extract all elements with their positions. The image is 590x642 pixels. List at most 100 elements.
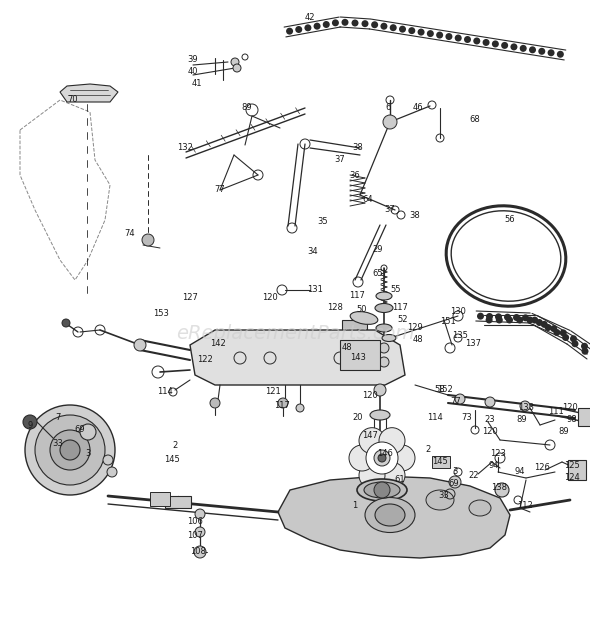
Text: 127: 127	[182, 293, 198, 302]
Circle shape	[210, 398, 220, 408]
Text: 37: 37	[385, 205, 395, 214]
Circle shape	[560, 329, 567, 336]
Text: 29: 29	[373, 245, 384, 254]
Circle shape	[464, 36, 471, 43]
Text: 120: 120	[482, 428, 498, 437]
Circle shape	[286, 28, 293, 35]
Circle shape	[553, 329, 560, 336]
Circle shape	[526, 317, 533, 324]
Circle shape	[572, 340, 579, 347]
Circle shape	[379, 343, 389, 353]
Circle shape	[313, 22, 320, 30]
Circle shape	[23, 415, 37, 429]
Text: 20: 20	[353, 413, 363, 422]
Circle shape	[485, 397, 495, 407]
Circle shape	[545, 324, 552, 331]
Text: 9: 9	[27, 422, 32, 431]
Bar	[568, 460, 586, 480]
Text: 89: 89	[517, 415, 527, 424]
Text: 107: 107	[187, 532, 203, 541]
Ellipse shape	[469, 500, 491, 516]
Circle shape	[366, 442, 398, 474]
Text: 65: 65	[373, 270, 384, 279]
Text: 55: 55	[391, 286, 401, 295]
Circle shape	[550, 325, 557, 332]
Ellipse shape	[350, 311, 378, 324]
Text: 153: 153	[153, 309, 169, 318]
Text: 145: 145	[432, 458, 448, 467]
Bar	[340, 340, 380, 370]
Text: 124: 124	[564, 473, 580, 482]
Text: 6: 6	[385, 103, 391, 112]
Text: 33: 33	[438, 492, 450, 501]
Bar	[150, 492, 170, 506]
Text: 46: 46	[412, 103, 423, 112]
Circle shape	[399, 26, 406, 33]
Text: 89: 89	[559, 428, 569, 437]
Circle shape	[520, 401, 530, 411]
Bar	[432, 456, 450, 468]
Circle shape	[278, 398, 288, 408]
Circle shape	[233, 64, 241, 72]
Text: 123: 123	[490, 449, 506, 458]
Circle shape	[582, 348, 588, 355]
Text: 69: 69	[448, 480, 459, 489]
Text: 125: 125	[564, 460, 580, 469]
Circle shape	[381, 22, 388, 30]
Text: 50: 50	[357, 306, 367, 315]
Text: 3: 3	[453, 467, 458, 476]
Circle shape	[501, 42, 508, 49]
Circle shape	[504, 314, 511, 320]
Text: 117: 117	[349, 291, 365, 300]
Text: 22: 22	[468, 471, 479, 480]
Text: 137: 137	[465, 340, 481, 349]
Circle shape	[25, 405, 115, 495]
Circle shape	[195, 509, 205, 519]
Circle shape	[529, 46, 536, 53]
Circle shape	[541, 321, 548, 328]
Text: 142: 142	[210, 340, 226, 349]
Text: 120: 120	[362, 390, 378, 399]
Circle shape	[35, 415, 105, 485]
Circle shape	[449, 476, 461, 488]
Text: 132: 132	[177, 144, 193, 153]
Text: 61: 61	[395, 476, 405, 485]
Circle shape	[548, 49, 555, 56]
Text: 34: 34	[308, 248, 319, 257]
Circle shape	[495, 313, 502, 320]
Circle shape	[536, 319, 543, 326]
Circle shape	[522, 315, 529, 322]
Circle shape	[496, 317, 503, 324]
Text: 74: 74	[124, 229, 135, 238]
Circle shape	[520, 45, 527, 52]
Ellipse shape	[376, 324, 392, 332]
Ellipse shape	[382, 334, 396, 342]
Text: 108: 108	[190, 548, 206, 557]
Text: 94: 94	[514, 467, 525, 476]
Circle shape	[445, 33, 453, 40]
Bar	[342, 320, 367, 338]
Text: 38: 38	[409, 211, 420, 220]
Circle shape	[304, 24, 312, 31]
Ellipse shape	[357, 479, 407, 501]
Circle shape	[374, 450, 390, 466]
Circle shape	[332, 19, 339, 26]
Text: 41: 41	[192, 80, 202, 89]
Circle shape	[296, 404, 304, 412]
Text: 48: 48	[412, 336, 423, 345]
Text: eReplacementParts.com: eReplacementParts.com	[176, 324, 414, 343]
Text: 37: 37	[335, 155, 345, 164]
Circle shape	[418, 29, 425, 35]
Ellipse shape	[375, 504, 405, 526]
Circle shape	[194, 546, 206, 558]
Circle shape	[378, 454, 386, 462]
Text: 73: 73	[461, 413, 473, 422]
Text: 117: 117	[392, 304, 408, 313]
Circle shape	[362, 20, 369, 27]
Circle shape	[506, 317, 513, 324]
Circle shape	[103, 455, 113, 465]
Circle shape	[531, 317, 538, 324]
Text: 56: 56	[504, 216, 515, 225]
Circle shape	[231, 58, 239, 66]
Circle shape	[323, 21, 330, 28]
